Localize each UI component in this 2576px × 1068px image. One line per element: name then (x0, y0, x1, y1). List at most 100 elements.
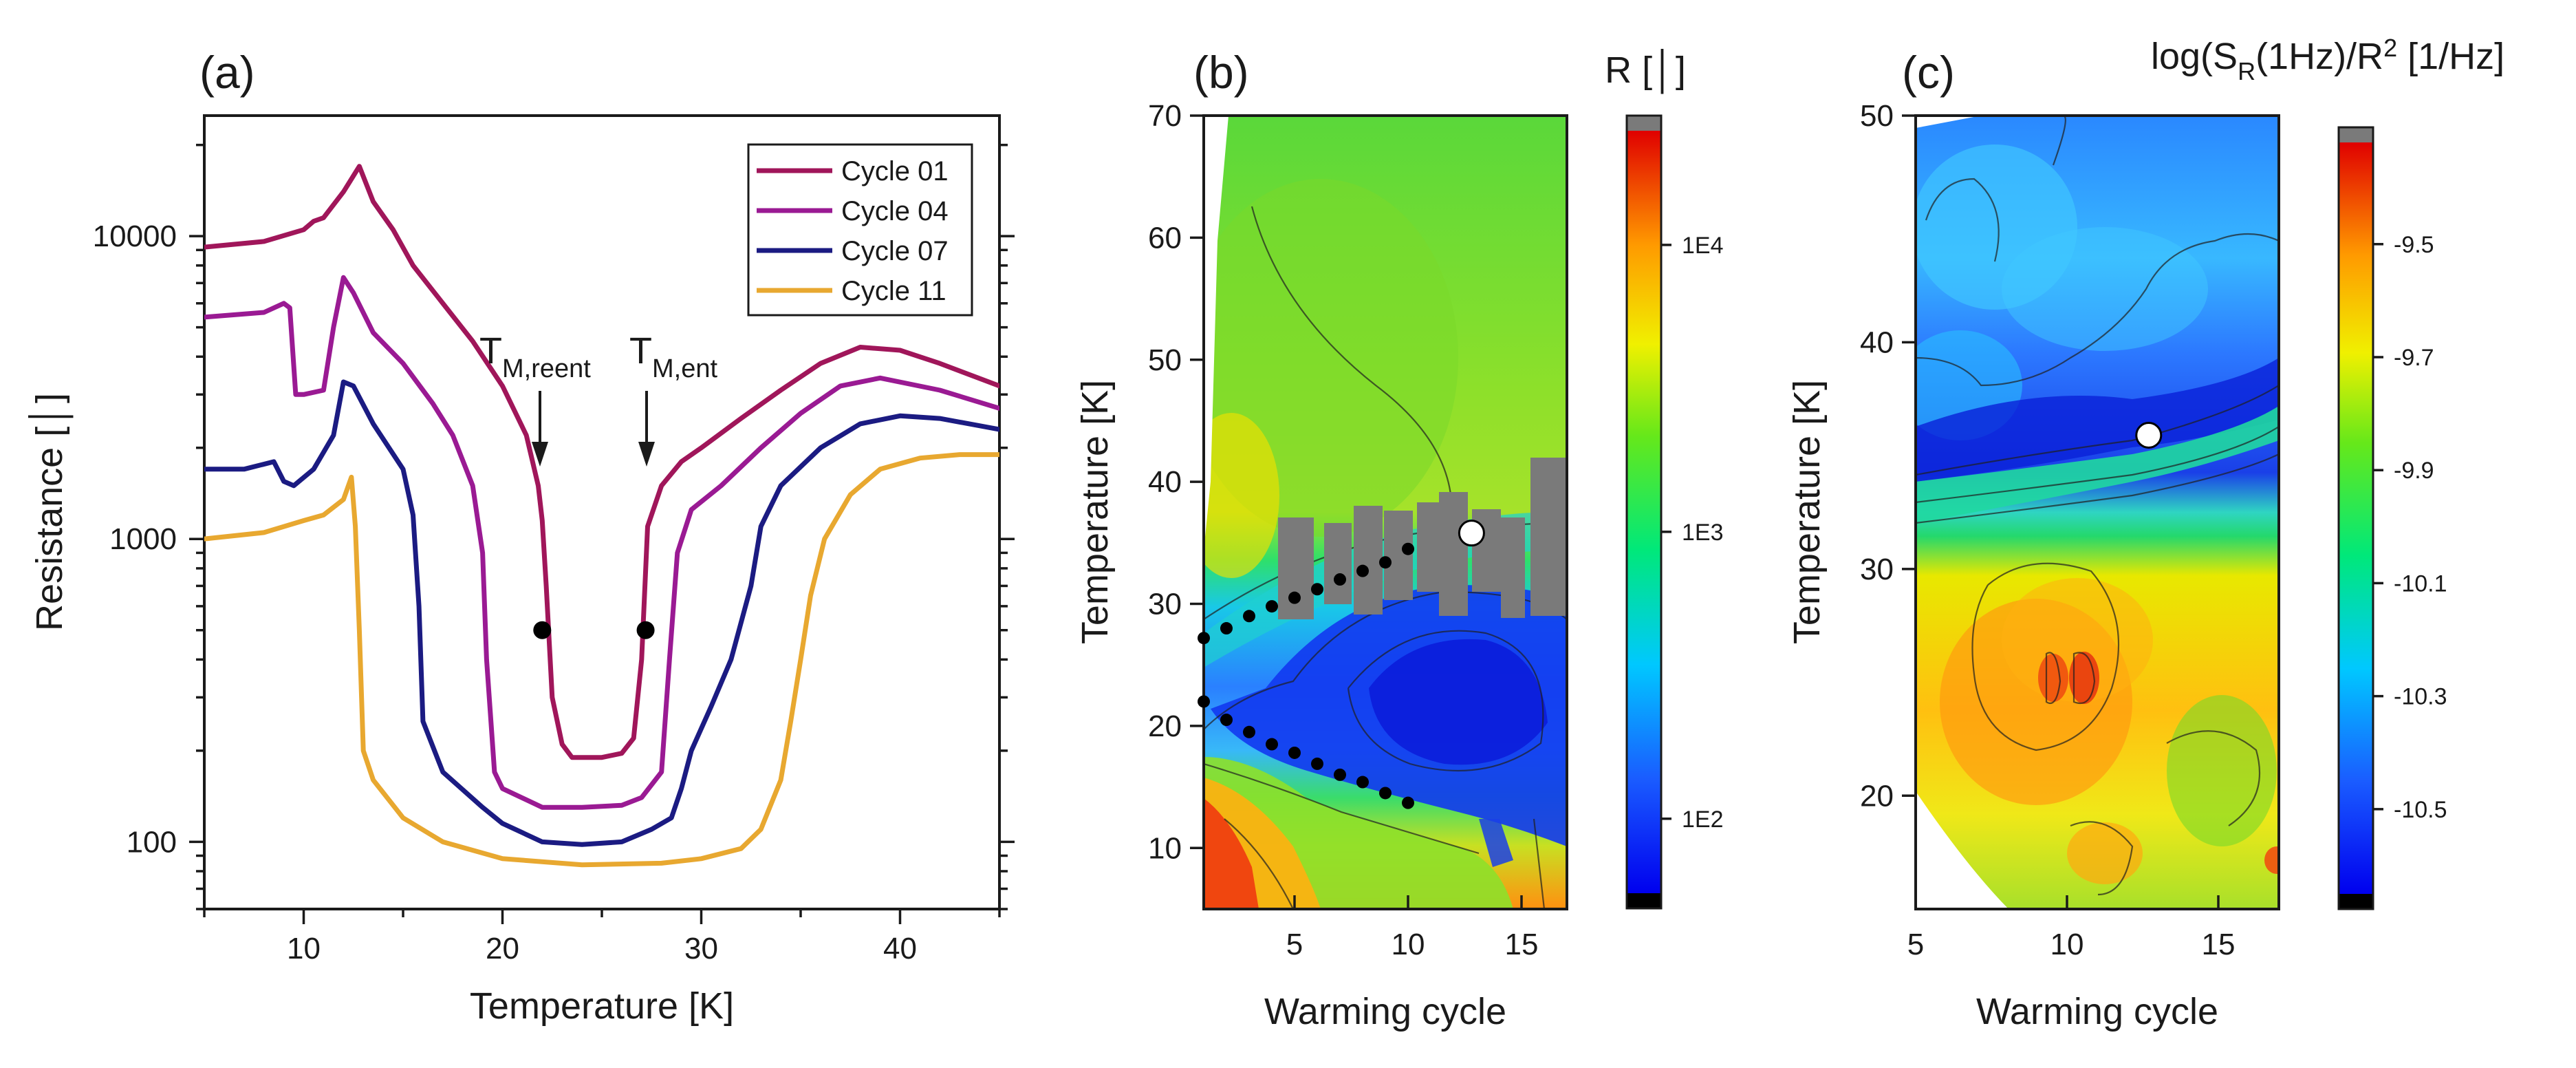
colorbar-c-gradient (2339, 142, 2373, 894)
panel-b-ytick-label: 30 (1148, 588, 1182, 621)
annotation-reentrant-sub: M,reent (502, 354, 591, 383)
transition-dot (1311, 583, 1323, 596)
colorbar-b-title: R [│] (1605, 48, 1686, 94)
panel-a-xtick-label: 30 (684, 932, 718, 965)
panel-a-xlabel: Temperature [K] (470, 985, 734, 1027)
transition-dot (1198, 695, 1210, 708)
colorbar-b: R [│] 1E2 1E3 1E4 (1605, 48, 1724, 910)
colorbar-c-over (2339, 127, 2373, 142)
transition-dot (1266, 600, 1278, 613)
panel-a-xtick-label: 40 (883, 932, 917, 965)
annotation-reentrant-T: T (479, 330, 502, 372)
panel-b-ytick-label: 60 (1148, 221, 1182, 255)
transition-dot (1288, 746, 1301, 759)
contour-c-11 (2070, 821, 2134, 896)
transition-dot (1198, 632, 1210, 645)
panel-c-heatmap (1916, 116, 2279, 909)
panel-a: (a) 10 20 30 40 100 1000 10000 Temperature [K]… (28, 47, 1015, 1027)
contour-b-7 (1533, 818, 1546, 909)
colorbar-c-title: log(SR(1Hz)/R2 [1/Hz] (2151, 34, 2504, 85)
open-marker (2135, 421, 2163, 449)
arrow-entrant-head (638, 442, 655, 467)
panel-a-markers (533, 621, 655, 639)
panel-c-frame (1914, 114, 2280, 910)
contour-c-2 (1925, 178, 2000, 262)
panel-b-ytick-label: 20 (1148, 709, 1182, 743)
contour-c-9 (2072, 652, 2096, 704)
region-b-blue-pocket (1479, 819, 1513, 867)
panel-a-ytick-label: 100 (127, 825, 177, 859)
panel-b-heatmap (1204, 116, 1567, 909)
panel-b-xtick-label: 10 (1392, 928, 1425, 961)
panel-c-ytick-label: 20 (1860, 779, 1894, 813)
panel-c: (c) (1786, 34, 2504, 1032)
transition-dot (1402, 542, 1414, 555)
legend-label-cycle-07: Cycle 07 (841, 236, 949, 266)
panel-a-ytick-label: 10000 (93, 220, 177, 253)
panel-b-ytick-label: 70 (1148, 99, 1182, 133)
transition-dot (1356, 776, 1369, 789)
panel-c-ytick-label: 50 (1860, 99, 1894, 133)
panel-a-xtick-label: 20 (486, 932, 519, 965)
panel-b-ylabel: Temperature [K] (1074, 380, 1116, 644)
legend-label-cycle-01: Cycle 01 (841, 156, 949, 186)
contour-b-5 (1204, 762, 1480, 855)
contour-b-4 (1347, 630, 1544, 772)
panel-c-ticks: 5 10 15 20 30 40 50 (1860, 99, 2235, 961)
colorbar-b-over (1627, 116, 1661, 131)
legend-label-cycle-11: Cycle 11 (841, 276, 946, 306)
transition-dot (1243, 725, 1255, 738)
region-b-yellow-edge (1204, 413, 1279, 578)
colorbar-c-tick-label: -9.7 (2394, 345, 2434, 371)
panel-b-markers (1198, 520, 1485, 809)
transition-marker (533, 621, 552, 639)
colorbar-c-frame (2337, 126, 2374, 910)
colorbar-b-frame (1625, 114, 1663, 910)
annotation-entrant-T: T (629, 330, 652, 372)
region-c-transition (1916, 406, 2279, 523)
transition-dot (1243, 610, 1255, 623)
contour-c-10 (2166, 730, 2261, 826)
colorbar-c-under (2339, 894, 2373, 909)
panel-b-ytick-label: 10 (1148, 831, 1182, 865)
region-c-red-edge (2264, 846, 2279, 874)
colorbar-c-tick-label: -10.3 (2394, 684, 2447, 710)
panel-b-label: (b) (1193, 47, 1249, 98)
panel-c-xtick-label: 10 (2050, 928, 2084, 961)
contour-c-1 (1916, 233, 2279, 387)
panel-c-label: (c) (1902, 47, 1955, 98)
panel-b-xtick-label: 15 (1505, 928, 1539, 961)
series-line-cycle-11 (204, 452, 999, 868)
series-line-cycle-04 (204, 275, 999, 810)
transition-dot (1402, 796, 1414, 809)
colorbar-c: log(SR(1Hz)/R2 [1/Hz] -9.5-9.7-9.9-10.1-… (2151, 34, 2504, 910)
legend-label-cycle-04: Cycle 04 (841, 196, 949, 226)
panel-b-ytick-label: 40 (1148, 465, 1182, 499)
contour-c-7 (1971, 562, 2120, 751)
panel-a-label: (a) (199, 47, 255, 98)
transition-dot (1356, 564, 1369, 577)
masked-regions-b (1278, 458, 1567, 619)
panel-b-xlabel: Warming cycle (1264, 991, 1506, 1032)
panel-b-frame (1202, 114, 1568, 910)
contour-c-6 (1916, 453, 2279, 524)
transition-dot (1334, 768, 1346, 781)
colorbar-b-gradient (1627, 131, 1661, 893)
heatmap-c-blank-lower-left (1916, 791, 2009, 909)
panel-c-ylabel: Temperature [K] (1786, 380, 1828, 644)
panel-a-series (204, 164, 999, 868)
open-marker (1458, 520, 1485, 547)
panel-a-annotation-entrant: T M,ent (629, 330, 717, 467)
contour-b-1 (1251, 206, 1453, 524)
transition-dot (1220, 714, 1233, 727)
panel-a-ytick-label: 1000 (109, 522, 177, 556)
colorbar-c-tick-label: -9.9 (2394, 458, 2434, 484)
colorbar-b-tick-label: 1E3 (1682, 520, 1724, 546)
transition-dot (1266, 738, 1278, 751)
transition-dot (1334, 573, 1346, 586)
panel-a-xtick-label: 10 (287, 932, 321, 965)
colorbar-b-ticks: 1E2 1E3 1E4 (1661, 233, 1724, 833)
arrow-reentrant-head (532, 442, 548, 467)
panel-c-xtick-label: 15 (2202, 928, 2236, 961)
